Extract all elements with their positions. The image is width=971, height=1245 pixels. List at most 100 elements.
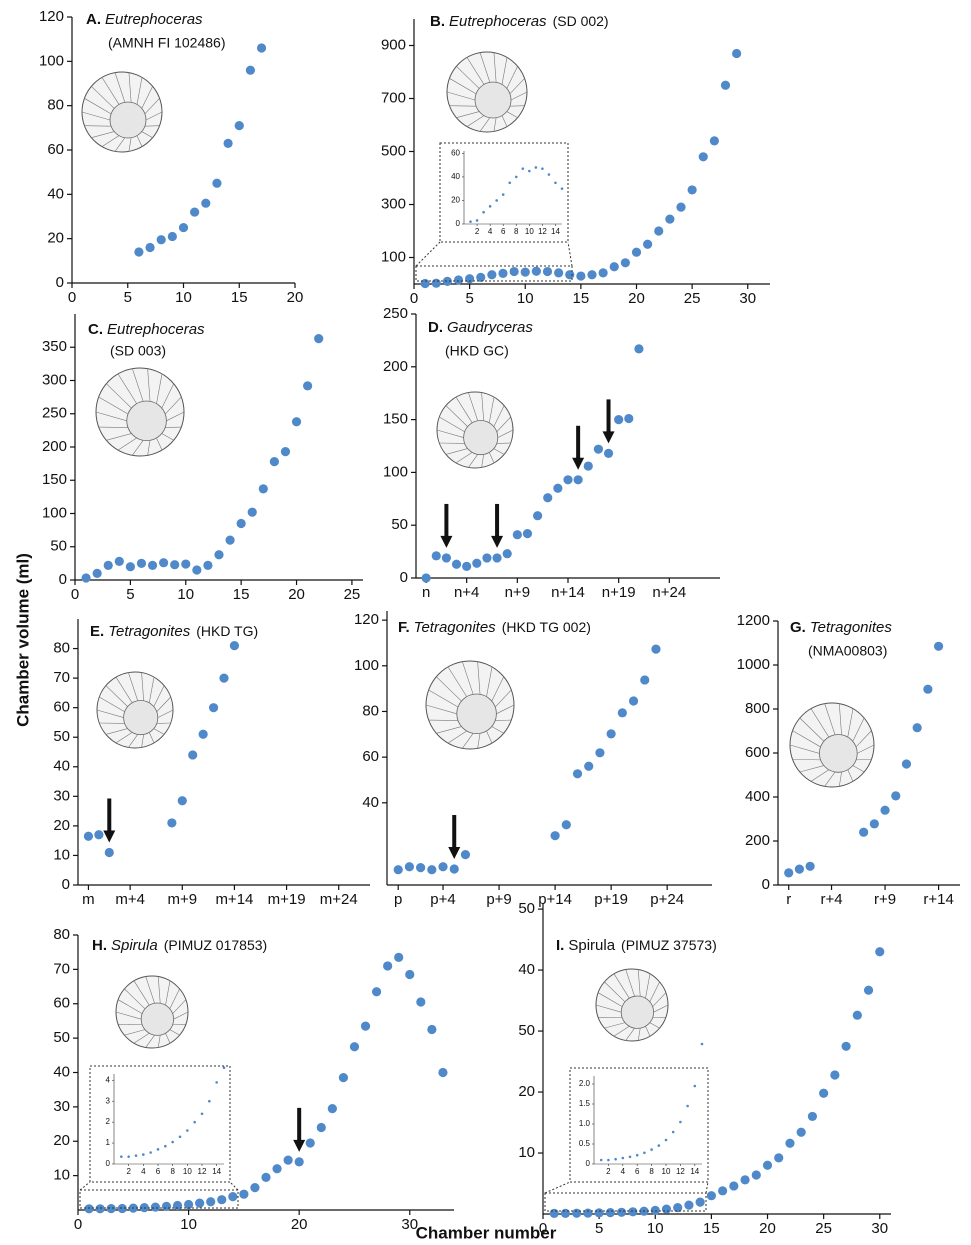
zoom-connector	[544, 1181, 571, 1194]
y-tick-label: 1200	[737, 612, 770, 629]
shell-septum	[455, 452, 473, 464]
data-point	[147, 560, 158, 570]
inset-x-tick-label: 8	[649, 1167, 654, 1176]
data-point	[393, 865, 403, 875]
inset-y-tick-label: 2	[106, 1117, 111, 1126]
x-tick-label: 0	[71, 586, 79, 603]
data-point	[476, 272, 486, 282]
data-point	[533, 511, 543, 521]
inset-y-tick-label: 0	[106, 1159, 111, 1168]
data-point	[416, 997, 426, 1007]
shell-septum	[141, 131, 153, 138]
shell-septum	[488, 452, 495, 464]
data-point	[560, 1208, 571, 1218]
data-point	[616, 1207, 627, 1217]
shell-septum	[136, 77, 143, 105]
shell-septum	[506, 111, 518, 118]
panel-title: F. Tetragonites (HKD TG 002)	[398, 619, 591, 636]
shell-septum	[124, 1029, 146, 1036]
inset-x-tick-label: 8	[514, 227, 519, 236]
data-point	[404, 862, 415, 872]
shell-septum	[445, 405, 468, 427]
arrow	[602, 399, 615, 444]
x-tick-label: 25	[684, 290, 701, 307]
data-point	[563, 475, 573, 485]
shell-septum	[481, 392, 484, 421]
inset-frame	[89, 1065, 231, 1183]
shell-septum	[855, 730, 872, 748]
data-point	[891, 791, 901, 801]
y-tick-label: 200	[745, 832, 770, 849]
data-point	[665, 214, 675, 224]
y-tick-label: 20	[53, 1132, 70, 1149]
shell-septum	[124, 988, 146, 1010]
x-tick-label: m	[82, 891, 95, 908]
taxon-name: Tetragonites	[810, 619, 893, 636]
panel-title: B. Eutrephoceras (SD 002)	[430, 13, 609, 30]
shell-septum	[95, 411, 127, 422]
x-tick-label: 15	[573, 290, 590, 307]
data-point	[620, 258, 630, 268]
shell-septum	[466, 115, 485, 127]
data-point	[565, 270, 575, 280]
y-tick-label: 120	[39, 8, 64, 25]
shell-septum	[506, 66, 518, 89]
y-tick-label: 100	[39, 52, 64, 69]
data-point	[628, 696, 639, 706]
shell-whorl	[818, 734, 858, 773]
inset-point	[514, 175, 518, 179]
inset-point	[134, 1154, 138, 1157]
x-tick-label: r+4	[820, 891, 842, 908]
inset-point	[208, 1099, 211, 1103]
shell-septum	[164, 396, 182, 415]
y-tick-label: 80	[47, 97, 64, 114]
y-tick-label: 800	[745, 700, 770, 717]
shell-septum	[456, 66, 480, 89]
data-point	[819, 1088, 829, 1098]
data-point	[431, 278, 441, 288]
panel-letter: G.	[790, 619, 806, 636]
inset-point	[127, 1155, 130, 1158]
data-point	[594, 1208, 604, 1218]
data-point	[572, 1208, 582, 1218]
inset-y-tick-label: 2.0	[579, 1079, 591, 1088]
inset-x-tick-label: 4	[488, 227, 493, 236]
panel-letter: H.	[92, 937, 107, 954]
specimen-id: (SD 003)	[110, 343, 166, 359]
x-tick-label: n	[422, 584, 430, 601]
data-point	[416, 863, 426, 873]
taxon-name: Eutrephoceras	[105, 11, 203, 28]
shell-septum	[510, 91, 528, 101]
x-tick-label: m+14	[215, 891, 253, 908]
data-point	[371, 987, 382, 997]
data-point	[245, 65, 255, 75]
data-point	[661, 1204, 672, 1214]
y-tick-label: 50	[50, 538, 67, 555]
x-tick-label: 15	[231, 289, 248, 306]
y-tick-label: 60	[47, 141, 64, 158]
data-point	[94, 830, 104, 840]
data-point	[405, 969, 415, 980]
x-tick-label: 20	[628, 290, 645, 307]
x-tick-label: 15	[703, 1220, 720, 1237]
arrow	[448, 815, 461, 860]
y-tick-label: 200	[42, 438, 67, 455]
shell-septum	[172, 999, 187, 1014]
data-point	[901, 759, 912, 769]
data-point	[172, 1200, 183, 1211]
inset-x-tick-label: 4	[621, 1167, 626, 1176]
shell-septum	[428, 689, 459, 708]
x-tick-label: m+4	[115, 891, 145, 908]
shell-septum	[106, 433, 132, 441]
shell-septum	[115, 1011, 142, 1020]
shell-septum	[481, 454, 484, 468]
shell-septum	[824, 771, 836, 787]
inset-point	[547, 173, 551, 176]
y-tick-label: 100	[42, 504, 67, 521]
x-tick-label: n+4	[454, 584, 479, 601]
y-tick-label: 250	[42, 405, 67, 422]
inset-point	[171, 1140, 174, 1144]
shell-septum	[497, 429, 514, 438]
shell-septum	[133, 980, 150, 1006]
shell-septum	[144, 98, 160, 115]
